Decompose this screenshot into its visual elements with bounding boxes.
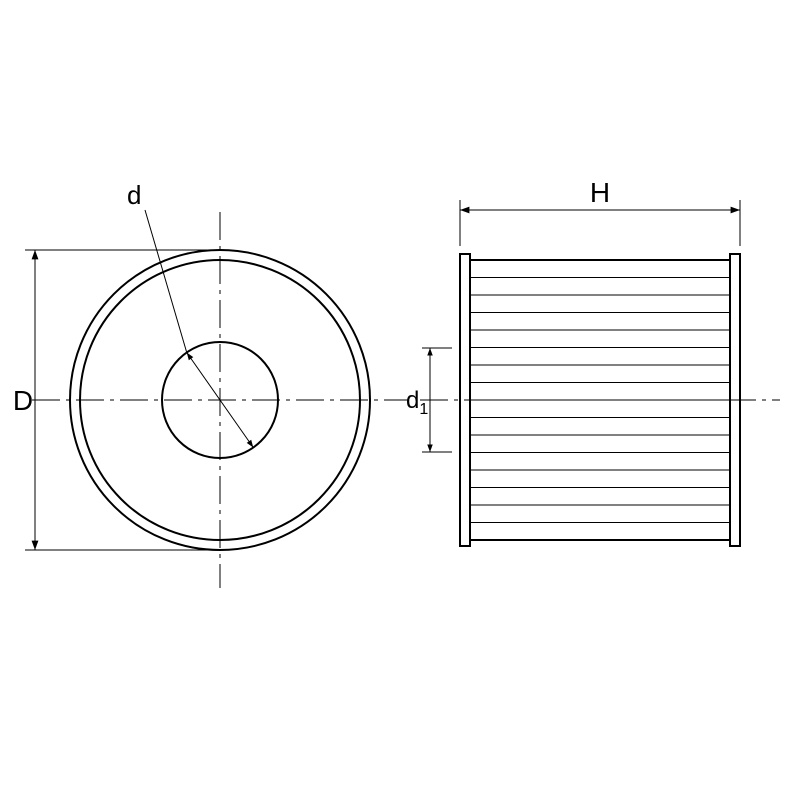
dim-label-d: d bbox=[127, 180, 141, 210]
dim-label-D: D bbox=[13, 385, 33, 416]
dim-label-H: H bbox=[590, 177, 610, 208]
